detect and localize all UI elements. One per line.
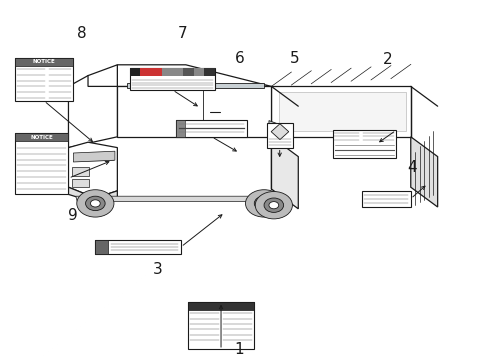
Polygon shape: [88, 65, 117, 86]
Text: 8: 8: [77, 26, 87, 41]
Circle shape: [245, 190, 282, 217]
Bar: [361, 191, 410, 207]
Polygon shape: [271, 86, 410, 137]
Text: 4: 4: [407, 159, 416, 175]
Text: 1: 1: [234, 342, 244, 357]
Polygon shape: [117, 65, 271, 86]
Circle shape: [90, 200, 100, 207]
Bar: [204, 68, 215, 76]
Polygon shape: [68, 187, 117, 203]
Bar: [266, 123, 293, 148]
Text: 6: 6: [235, 51, 244, 67]
Polygon shape: [278, 92, 405, 131]
Bar: [15, 133, 68, 141]
Bar: [176, 120, 184, 137]
Bar: [151, 68, 162, 76]
Text: 3: 3: [152, 262, 162, 277]
Circle shape: [268, 202, 278, 209]
Bar: [72, 179, 89, 187]
Circle shape: [264, 198, 283, 212]
Circle shape: [255, 192, 292, 219]
Circle shape: [77, 190, 114, 217]
Bar: [15, 58, 73, 101]
Bar: [188, 302, 254, 310]
Bar: [193, 68, 204, 76]
Polygon shape: [73, 151, 115, 162]
Bar: [129, 68, 215, 90]
Bar: [15, 58, 73, 66]
Bar: [172, 68, 183, 76]
Polygon shape: [271, 137, 298, 209]
Polygon shape: [410, 137, 437, 207]
Bar: [188, 302, 254, 349]
Bar: [95, 240, 107, 254]
Bar: [72, 167, 89, 176]
Bar: [176, 120, 246, 137]
Text: 2: 2: [382, 52, 392, 67]
Text: NOTICE: NOTICE: [30, 135, 53, 140]
Bar: [15, 133, 68, 194]
Text: 5: 5: [289, 51, 299, 67]
Text: 7: 7: [177, 26, 187, 41]
Circle shape: [85, 196, 105, 211]
Polygon shape: [268, 121, 293, 139]
Bar: [162, 68, 172, 76]
Polygon shape: [270, 124, 288, 140]
Bar: [95, 240, 181, 254]
Text: NOTICE: NOTICE: [33, 59, 55, 64]
Polygon shape: [117, 86, 271, 137]
Polygon shape: [68, 76, 117, 148]
Bar: [140, 68, 151, 76]
Circle shape: [259, 200, 268, 207]
Circle shape: [254, 196, 273, 211]
Bar: [129, 68, 140, 76]
Polygon shape: [127, 83, 264, 88]
Text: 9: 9: [68, 208, 78, 223]
Bar: [183, 68, 193, 76]
Polygon shape: [76, 196, 273, 202]
Bar: [332, 130, 395, 158]
Polygon shape: [68, 142, 117, 198]
